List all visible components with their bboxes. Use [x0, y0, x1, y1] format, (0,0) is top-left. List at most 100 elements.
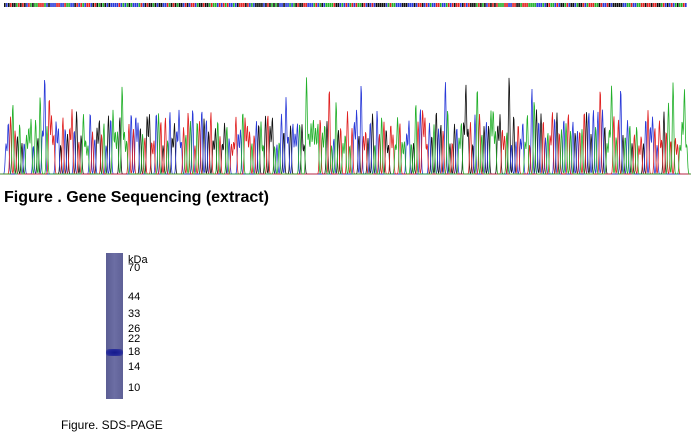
base-call-mark — [251, 3, 253, 7]
base-call-mark — [152, 3, 155, 7]
base-call-mark — [313, 3, 315, 7]
base-call-mark — [373, 3, 376, 7]
base-call-mark — [293, 3, 295, 7]
base-call-mark — [271, 3, 273, 7]
base-call-mark — [413, 3, 416, 7]
base-call-mark — [200, 3, 203, 7]
base-call-mark — [249, 3, 251, 7]
base-call-mark — [604, 3, 607, 7]
base-call-mark — [194, 3, 197, 7]
base-call-mark — [620, 3, 623, 7]
base-call-mark — [656, 3, 659, 7]
base-call-mark — [212, 3, 215, 7]
base-call-mark — [180, 3, 183, 7]
base-call-mark — [20, 3, 22, 7]
base-call-mark — [574, 3, 577, 7]
base-call-mark — [144, 3, 147, 7]
base-call-mark — [496, 3, 498, 7]
base-call-mark — [114, 3, 117, 7]
base-call-mark — [253, 3, 255, 7]
base-call-mark — [482, 3, 484, 7]
base-call-mark — [325, 3, 328, 7]
base-call-mark — [122, 3, 125, 7]
base-call-mark — [14, 3, 16, 7]
base-call-mark — [46, 3, 48, 7]
base-call-mark — [142, 3, 145, 7]
marker-label-14: 14 — [128, 361, 141, 374]
base-call-mark — [568, 3, 571, 7]
base-call-mark — [112, 3, 115, 7]
base-call-mark — [307, 3, 309, 7]
base-call-mark — [60, 3, 62, 7]
base-call-mark — [506, 3, 508, 7]
base-call-mark — [676, 3, 679, 7]
base-call-mark — [534, 3, 536, 7]
base-call-mark — [22, 3, 24, 7]
base-call-mark — [462, 3, 464, 7]
base-call-mark — [546, 3, 548, 7]
base-call-mark — [283, 3, 285, 7]
base-call-mark — [130, 3, 133, 7]
base-call-mark — [178, 3, 181, 7]
base-call-mark — [636, 3, 639, 7]
base-call-mark — [389, 3, 392, 7]
base-call-mark — [54, 3, 56, 7]
base-call-mark — [582, 3, 585, 7]
base-call-mark — [488, 3, 490, 7]
sds-page-caption: Figure. SDS-PAGE — [61, 418, 163, 432]
base-call-mark — [524, 3, 526, 7]
base-call-mark — [556, 3, 559, 7]
base-call-mark — [186, 3, 189, 7]
base-call-mark — [640, 3, 643, 7]
base-call-mark — [12, 3, 14, 7]
base-call-mark — [94, 3, 97, 7]
base-call-mark — [226, 3, 229, 7]
base-call-mark — [134, 3, 137, 7]
marker-label-18: 18 — [128, 345, 141, 358]
base-call-mark — [622, 3, 625, 7]
base-call-mark — [441, 3, 444, 7]
base-call-mark — [128, 3, 131, 7]
base-call-mark — [208, 3, 211, 7]
base-call-mark — [518, 3, 520, 7]
base-call-mark — [42, 3, 44, 7]
base-call-mark — [618, 3, 621, 7]
base-call-mark — [572, 3, 575, 7]
base-call-mark — [303, 3, 305, 7]
base-call-mark — [381, 3, 384, 7]
base-call-mark — [269, 3, 271, 7]
base-call-mark — [584, 3, 587, 7]
base-call-mark — [184, 3, 187, 7]
base-call-mark — [624, 3, 627, 7]
base-call-mark — [267, 3, 269, 7]
base-call-mark — [279, 3, 281, 7]
base-call-mark — [34, 3, 36, 7]
base-call-mark — [106, 3, 109, 7]
base-call-mark — [494, 3, 496, 7]
base-call-mark — [206, 3, 209, 7]
base-call-mark — [291, 3, 293, 7]
base-call-mark — [188, 3, 191, 7]
base-call-mark — [309, 3, 311, 7]
base-call-mark — [377, 3, 380, 7]
base-call-mark — [26, 3, 28, 7]
base-call-mark — [289, 3, 291, 7]
base-call-mark — [674, 3, 677, 7]
base-call-mark — [257, 3, 259, 7]
base-call-mark — [433, 3, 436, 7]
base-call-mark — [588, 3, 591, 7]
base-call-mark — [423, 3, 426, 7]
base-call-mark — [504, 3, 506, 7]
base-call-mark — [670, 3, 673, 7]
base-call-mark — [247, 3, 249, 7]
base-call-mark — [498, 3, 500, 7]
base-call-mark — [385, 3, 388, 7]
base-call-mark — [466, 3, 468, 7]
base-call-mark — [154, 3, 157, 7]
base-call-mark — [259, 3, 261, 7]
base-call-mark — [552, 3, 555, 7]
base-call-mark — [417, 3, 420, 7]
base-call-mark — [118, 3, 121, 7]
base-call-mark — [638, 3, 641, 7]
base-call-mark — [301, 3, 303, 7]
